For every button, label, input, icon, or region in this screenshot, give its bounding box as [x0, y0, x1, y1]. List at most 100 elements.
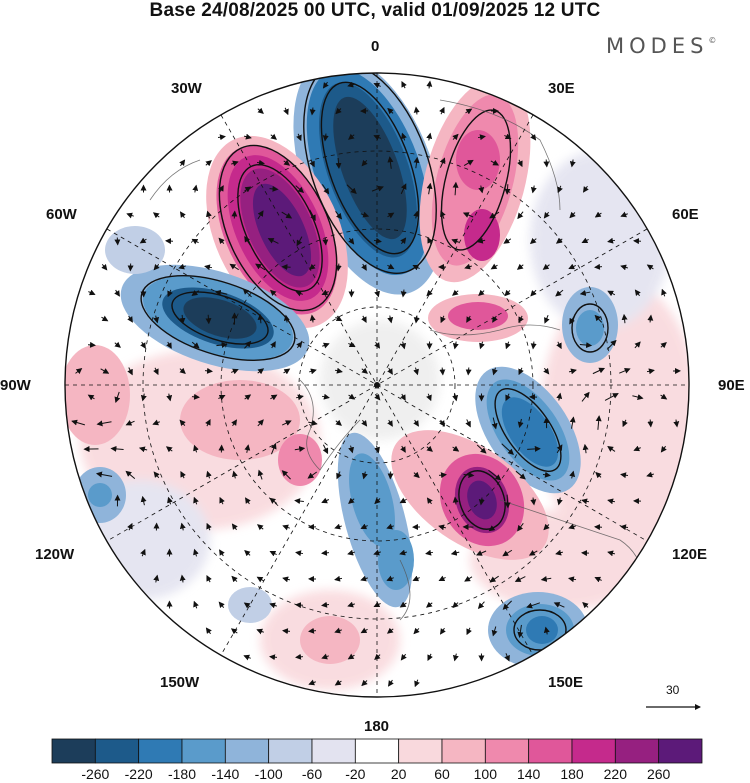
colorbar-swatch: [94, 738, 140, 764]
wind-vector: [361, 679, 368, 687]
wind-vector: [621, 313, 628, 324]
wind-vector: [400, 445, 406, 453]
wind-vector: [462, 212, 474, 218]
wind-vector: [322, 444, 329, 455]
wind-vector: [334, 367, 343, 374]
wind-vector: [219, 496, 225, 505]
wind-vector: [193, 600, 199, 609]
wind-vector: [620, 264, 629, 271]
colorbar-tick-label: 260: [646, 766, 671, 782]
wind-vector: [568, 263, 577, 270]
wind-vector: [281, 211, 293, 219]
wind-vector: [465, 367, 472, 376]
colorbar-swatch: [311, 738, 356, 764]
wind-vector: [244, 394, 252, 401]
wind-vector: [125, 420, 135, 426]
wind-vector: [387, 156, 394, 169]
wind-vector: [452, 341, 459, 350]
wind-vector: [400, 237, 407, 245]
wind-vector: [257, 107, 264, 114]
colorbar-tick-label: 60: [434, 766, 450, 782]
wind-vector: [501, 443, 514, 455]
wind-vector: [244, 186, 252, 193]
wind-vector: [514, 576, 526, 582]
wind-vector: [502, 549, 513, 557]
wind-vector: [517, 624, 524, 639]
wind-vector: [244, 549, 251, 557]
wind-vector: [387, 367, 393, 375]
wind-vector: [244, 444, 251, 453]
wind-vector: [308, 368, 317, 375]
wind-vector: [400, 289, 407, 298]
wind-vector: [491, 417, 498, 430]
wind-vector: [334, 679, 342, 686]
brand-logo: MODES©: [606, 34, 716, 58]
wind-vector: [347, 549, 356, 556]
wind-vector: [114, 289, 120, 297]
wind-vector: [622, 419, 628, 428]
wind-vector: [321, 393, 330, 400]
wind-vector: [347, 81, 355, 88]
wind-vector: [95, 471, 113, 478]
wind-vector: [255, 263, 266, 271]
wind-vector: [374, 445, 380, 454]
wind-vector: [373, 134, 381, 141]
wind-vector: [490, 263, 498, 270]
wind-vector: [243, 654, 251, 661]
wind-vector: [530, 341, 537, 350]
wind-vector: [530, 497, 537, 506]
wind-vector: [231, 523, 238, 531]
wind-vector: [439, 157, 446, 168]
wind-vector: [452, 496, 459, 505]
wind-vector: [387, 419, 393, 427]
wind-vector: [348, 133, 355, 140]
wind-vector: [281, 470, 291, 480]
wind-vector: [166, 341, 172, 349]
wind-vector: [579, 342, 593, 349]
wind-vector: [360, 575, 368, 582]
wind-vector: [476, 444, 487, 454]
wind-vector: [594, 314, 603, 323]
wind-vector: [204, 264, 213, 271]
map-border: [64, 72, 690, 698]
wind-vector: [427, 653, 433, 662]
wind-vector: [114, 391, 121, 404]
wind-vector: [413, 210, 420, 219]
wind-vector: [101, 315, 109, 322]
wind-vector: [335, 107, 342, 115]
wind-vector: [426, 80, 433, 89]
wind-vector: [231, 419, 238, 427]
wind-vector: [594, 211, 602, 218]
lon-label-30w: 30W: [171, 80, 202, 97]
wind-vector: [400, 183, 407, 195]
wind-vector: [427, 237, 433, 245]
wind-vector: [440, 210, 446, 219]
colorbar-swatch: [658, 738, 703, 764]
wind-vector: [646, 368, 655, 375]
colorbar-swatch: [268, 738, 313, 764]
wind-vector: [244, 340, 252, 349]
wind-vector: [517, 211, 524, 220]
colorbar-tick-label: -140: [211, 766, 240, 782]
wind-vector: [138, 446, 148, 453]
wind-vector: [152, 212, 160, 219]
wind-vector: [167, 496, 173, 505]
wind-vector: [553, 602, 565, 608]
wind-vector: [646, 264, 654, 271]
wind-vector: [270, 133, 277, 140]
wind-vector: [361, 419, 368, 427]
wind-vector: [491, 626, 498, 637]
wind-vector: [465, 419, 471, 428]
wind-vector: [620, 211, 628, 218]
wind-vector: [165, 446, 173, 453]
wind-vector: [218, 185, 224, 193]
wind-vector: [438, 575, 446, 582]
wind-vector: [282, 524, 290, 531]
wind-vector: [242, 288, 252, 298]
wind-vector: [595, 415, 602, 430]
wind-vector: [466, 627, 472, 636]
lon-label-180: 180: [364, 718, 390, 735]
brand-text: MODES: [606, 34, 709, 58]
pos-anomaly-far-w: [228, 587, 360, 664]
wind-vector: [243, 602, 251, 609]
